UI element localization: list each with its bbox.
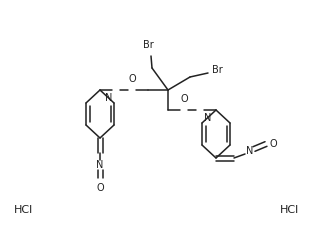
Text: N: N xyxy=(96,160,104,170)
Text: N: N xyxy=(105,93,112,103)
Text: O: O xyxy=(180,94,188,104)
Text: O: O xyxy=(270,139,278,149)
Text: O: O xyxy=(128,74,136,84)
Text: N: N xyxy=(246,146,254,156)
Text: O: O xyxy=(96,183,104,193)
Text: N: N xyxy=(204,113,211,123)
Text: Br: Br xyxy=(142,40,153,50)
Text: HCl: HCl xyxy=(280,205,299,215)
Text: HCl: HCl xyxy=(14,205,33,215)
Text: Br: Br xyxy=(212,65,223,75)
